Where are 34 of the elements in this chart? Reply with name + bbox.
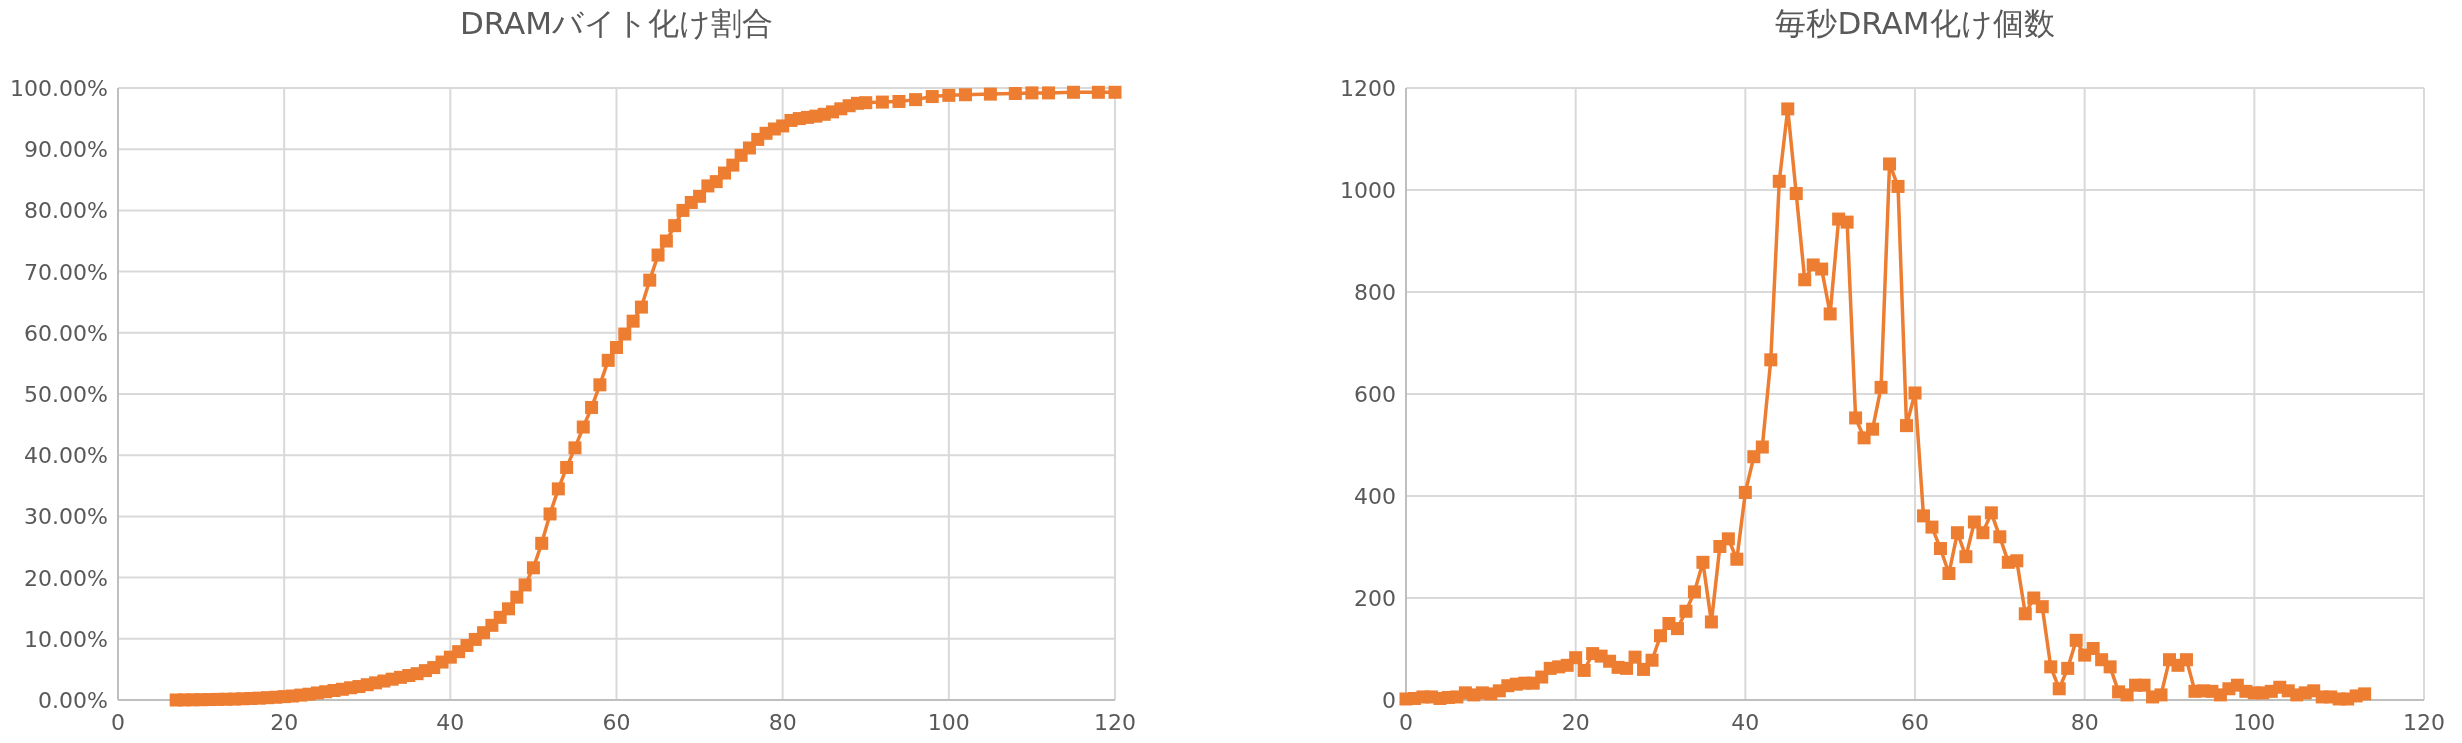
- x-tick-label: 20: [1561, 710, 1590, 735]
- x-tick-label: 80: [768, 710, 797, 735]
- y-tick-label: 400: [1354, 484, 1396, 509]
- y-tick-label: 20.00%: [24, 565, 108, 591]
- x-tick-label: 120: [1094, 710, 1136, 735]
- y-tick-label: 0.00%: [38, 688, 108, 713]
- y-tick-label: 80.00%: [24, 198, 108, 224]
- x-tick-label: 40: [436, 710, 465, 735]
- y-tick-label: 0: [1382, 688, 1396, 713]
- y-tick-label: 50.00%: [24, 382, 108, 407]
- y-tick-label: 200: [1354, 586, 1396, 611]
- x-tick-label: 0: [111, 710, 125, 735]
- x-tick-label: 80: [2070, 710, 2099, 735]
- y-tick-label: 70.00%: [24, 259, 108, 285]
- chart-title: 毎秒DRAM化け個数: [1775, 5, 2055, 41]
- y-tick-label: 30.00%: [24, 504, 108, 530]
- y-tick-label: 1000: [1340, 178, 1396, 203]
- y-tick-label: 600: [1354, 382, 1396, 407]
- y-tick-label: 100.00%: [10, 76, 108, 101]
- x-tick-label: 100: [927, 710, 970, 735]
- y-tick-label: 90.00%: [24, 137, 108, 163]
- x-tick-label: 40: [1731, 710, 1760, 735]
- y-tick-label: 60.00%: [24, 320, 108, 346]
- y-tick-label: 800: [1354, 280, 1396, 305]
- y-tick-label: 1200: [1340, 76, 1396, 101]
- y-tick-label: 10.00%: [24, 626, 108, 652]
- chart-title: DRAMバイト化け割合: [459, 5, 774, 41]
- y-tick-label: 40.00%: [24, 443, 108, 469]
- x-tick-label: 20: [270, 710, 299, 735]
- x-tick-label: 60: [602, 710, 631, 735]
- x-tick-label: 120: [2403, 710, 2445, 735]
- x-tick-label: 0: [1399, 710, 1413, 735]
- x-tick-label: 100: [2233, 710, 2276, 735]
- x-tick-label: 60: [1901, 710, 1929, 735]
